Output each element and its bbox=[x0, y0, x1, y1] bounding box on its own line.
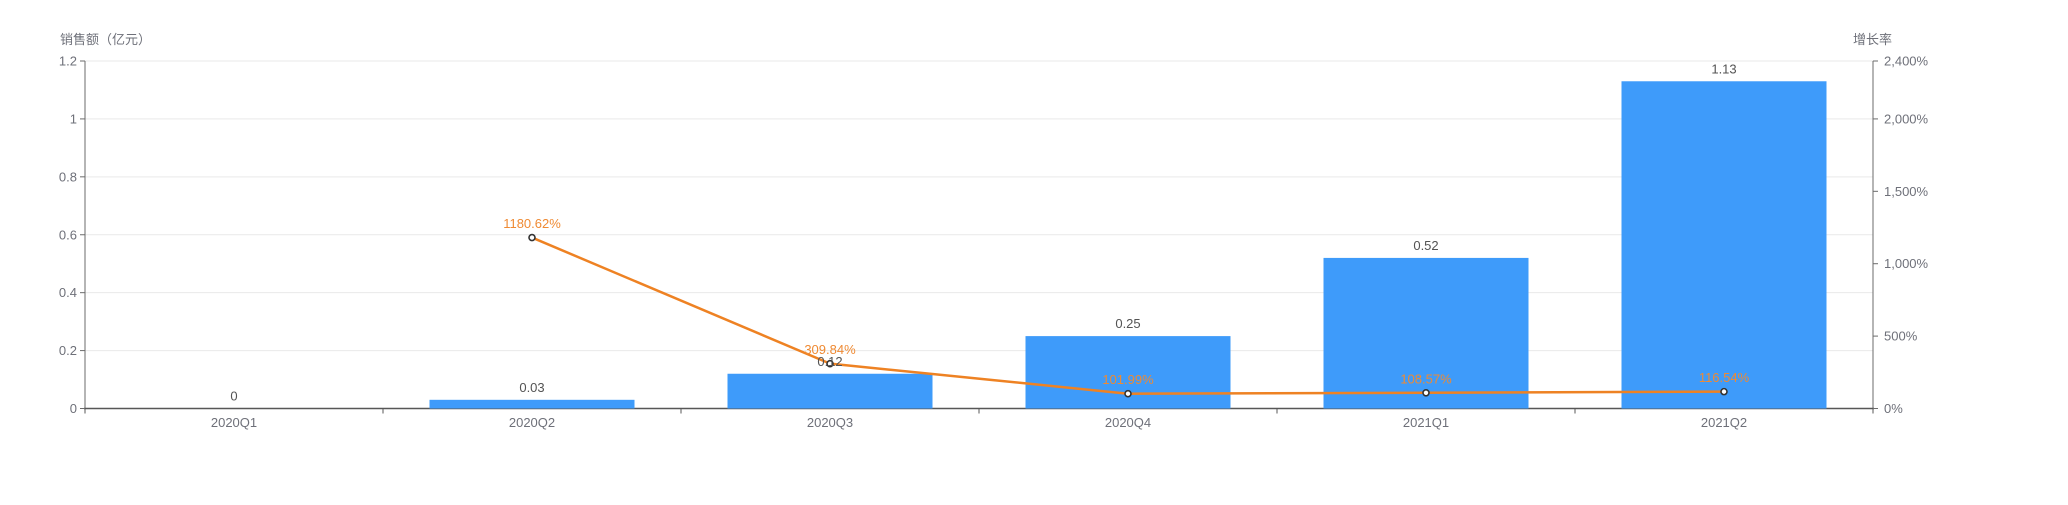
bar-2021Q1[interactable] bbox=[1323, 257, 1529, 409]
x-tick-label-2020Q4: 2020Q4 bbox=[1105, 415, 1151, 430]
growth-point-2021Q1[interactable] bbox=[1422, 388, 1430, 397]
right-axis-title: 增长率 bbox=[1853, 32, 1893, 47]
growth-label-2021Q2: 116.54% bbox=[1699, 370, 1750, 385]
growth-label-2020Q3: 309.84% bbox=[804, 342, 856, 357]
growth-point-2020Q3[interactable] bbox=[826, 359, 834, 368]
growth-point-2020Q4[interactable] bbox=[1124, 389, 1132, 398]
growth-label-2020Q4: 101.99% bbox=[1102, 372, 1154, 387]
x-tick-label-2020Q3: 2020Q3 bbox=[807, 415, 853, 430]
bar-2020Q2[interactable] bbox=[429, 399, 635, 409]
bar-label-2021Q1: 0.52 bbox=[1413, 238, 1438, 253]
left-tick-label-0: 0 bbox=[70, 401, 77, 416]
left-tick-label-1: 1 bbox=[70, 111, 77, 126]
growth-label-2020Q2: 1180.62% bbox=[503, 216, 561, 231]
bar-2021Q2[interactable] bbox=[1621, 81, 1827, 409]
growth-point-2020Q2[interactable] bbox=[528, 233, 536, 242]
right-tick-label-0%: 0% bbox=[1884, 401, 1903, 416]
left-axis-title: 销售额（亿元） bbox=[60, 32, 152, 47]
growth-point-2021Q2[interactable] bbox=[1720, 387, 1728, 396]
bar-label-2020Q1: 0 bbox=[230, 389, 237, 404]
x-tick-label-2020Q1: 2020Q1 bbox=[211, 415, 257, 430]
bar-label-2020Q3: 0.12 bbox=[817, 354, 842, 369]
x-tick-label-2021Q1: 2021Q1 bbox=[1403, 415, 1449, 430]
left-tick-label-0.6: 0.6 bbox=[59, 227, 77, 242]
right-tick-label-2,400%: 2,400% bbox=[1884, 54, 1929, 69]
x-tick-label-2020Q2: 2020Q2 bbox=[509, 415, 555, 430]
bar-label-2021Q2: 1.13 bbox=[1711, 61, 1736, 76]
left-tick-label-0.4: 0.4 bbox=[59, 285, 77, 300]
growth-label-2021Q1: 108.57% bbox=[1400, 371, 1452, 386]
bar-2020Q3[interactable] bbox=[727, 373, 933, 409]
bar-label-2020Q2: 0.03 bbox=[519, 380, 544, 395]
right-tick-label-1,500%: 1,500% bbox=[1884, 184, 1929, 199]
right-tick-label-500%: 500% bbox=[1884, 329, 1918, 344]
right-tick-label-2,000%: 2,000% bbox=[1884, 111, 1929, 126]
bar-label-2020Q4: 0.25 bbox=[1115, 316, 1140, 331]
left-tick-label-0.2: 0.2 bbox=[59, 343, 77, 358]
x-tick-label-2021Q2: 2021Q2 bbox=[1701, 415, 1747, 430]
right-tick-label-1,000%: 1,000% bbox=[1884, 256, 1929, 271]
left-tick-label-0.8: 0.8 bbox=[59, 169, 77, 184]
left-tick-label-1.2: 1.2 bbox=[59, 54, 77, 69]
